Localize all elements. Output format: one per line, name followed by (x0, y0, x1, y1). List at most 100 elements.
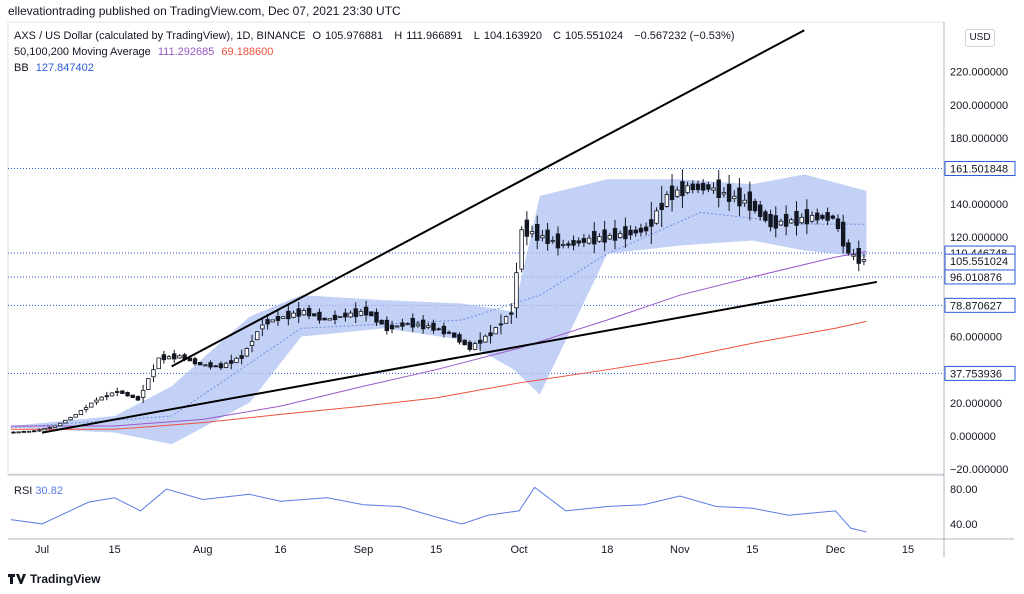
candle-body (140, 390, 146, 398)
candle-body (763, 211, 768, 221)
close-value: 105.551024 (565, 30, 624, 42)
candle-body (431, 322, 436, 331)
candle-body (306, 307, 312, 317)
candle-body (161, 354, 167, 361)
ma-legend[interactable]: 50,100,200 Moving Average 111.292685 69.… (14, 46, 277, 58)
candle-body (680, 181, 685, 197)
price-label-box (944, 245, 1016, 261)
countdown-label: 29:06 (950, 268, 978, 280)
candle-body (835, 218, 841, 230)
candle-body (550, 240, 555, 242)
high-value: 111.966891 (406, 30, 463, 42)
candle-body (208, 362, 213, 368)
ohlc-close: C 105.551024 (553, 30, 627, 42)
candle-body (312, 313, 317, 317)
price-axis-label: 110.446748 (944, 245, 1016, 261)
candle-body (109, 392, 115, 397)
price-label-text: 105.551024 (950, 256, 1008, 268)
candle-body (99, 396, 104, 401)
candle-body (540, 235, 545, 239)
x-tick-label: 15 (108, 544, 120, 556)
ma200-line (10, 320, 867, 430)
ma200-value: 69.188600 (221, 46, 274, 58)
candle-body (851, 254, 856, 257)
candle-body (135, 396, 141, 401)
y-tick-label: 60.000000 (950, 332, 1002, 344)
trend-line (171, 29, 805, 368)
y-tick-label: 200.000000 (950, 100, 1008, 112)
y-tick-label: 20.000000 (950, 398, 1002, 410)
candle-body (789, 219, 794, 224)
candle-body (280, 316, 286, 319)
candle-body (716, 179, 721, 198)
candle-body (125, 392, 130, 397)
candle-body (846, 242, 851, 254)
currency-button[interactable]: USD (965, 29, 995, 47)
candle-body (747, 191, 753, 211)
candle-body (244, 348, 250, 357)
candle-body (322, 317, 327, 321)
candle-body (706, 184, 711, 190)
x-tick-label: Oct (511, 544, 528, 556)
candle-body (617, 233, 623, 239)
rsi-label: RSI (14, 485, 33, 497)
candle-body (820, 215, 825, 219)
candle-body (275, 316, 281, 321)
y-tick-label: −20.000000 (950, 464, 1008, 476)
y-tick-label: 120.000000 (950, 232, 1008, 244)
candle-body (804, 209, 810, 225)
candle-body (529, 231, 535, 235)
candle-body (700, 182, 706, 191)
candle-body (452, 332, 457, 338)
symbol-title[interactable]: AXS / US Dollar (calculated by TradingVi… (14, 30, 306, 42)
candle-body (16, 431, 21, 434)
candle-body (395, 325, 400, 328)
rsi-line (10, 486, 867, 533)
candle-body (794, 210, 799, 226)
low-value: 104.163920 (483, 30, 542, 42)
candle-body (664, 194, 670, 207)
rsi-value: 30.82 (35, 485, 63, 497)
price-axis-label: 96.010876 (944, 269, 1016, 285)
candle-body (420, 319, 426, 330)
price-label-box (944, 253, 1016, 281)
price-label-text: 96.010876 (950, 272, 1002, 284)
x-tick-label: Nov (670, 544, 690, 556)
candle-body (192, 358, 198, 365)
candle-body (37, 429, 42, 432)
price-pane-frame (7, 21, 945, 475)
candle-body (223, 362, 229, 368)
candle-body (560, 244, 566, 246)
candle-body (260, 324, 265, 330)
candle-body (332, 314, 338, 321)
tradingview-footer[interactable]: TradingView (8, 572, 100, 586)
rsi-legend[interactable]: RSI 30.82 (14, 485, 63, 497)
candle-body (327, 318, 333, 321)
candle-body (239, 355, 244, 359)
candle-body (457, 334, 462, 343)
price-label-text: 78.870627 (950, 300, 1002, 312)
x-tick-label: 18 (601, 544, 613, 556)
candle-body (400, 322, 405, 327)
rsi-tick-label: 40.00 (950, 519, 978, 531)
candle-body (337, 315, 343, 318)
candle-body (628, 229, 633, 236)
open-label: O (312, 30, 322, 42)
candle-body (519, 229, 524, 270)
candle-body (249, 341, 255, 346)
ohlc-change: −0.567232 (−0.53%) (634, 30, 735, 42)
candle-body (446, 331, 452, 334)
candle-body (172, 353, 177, 360)
candle-body (649, 219, 654, 227)
candle-body (732, 195, 737, 199)
candle-body (576, 240, 581, 244)
candle-body (265, 319, 270, 325)
bb-legend[interactable]: BB 127.847402 (14, 62, 98, 74)
bb-label: BB (14, 62, 29, 74)
candle-body (840, 221, 846, 247)
ma100-line (10, 251, 867, 427)
publish-header: ellevationtrading published on TradingVi… (8, 4, 401, 18)
candle-body (654, 210, 659, 224)
candle-body (120, 390, 125, 394)
